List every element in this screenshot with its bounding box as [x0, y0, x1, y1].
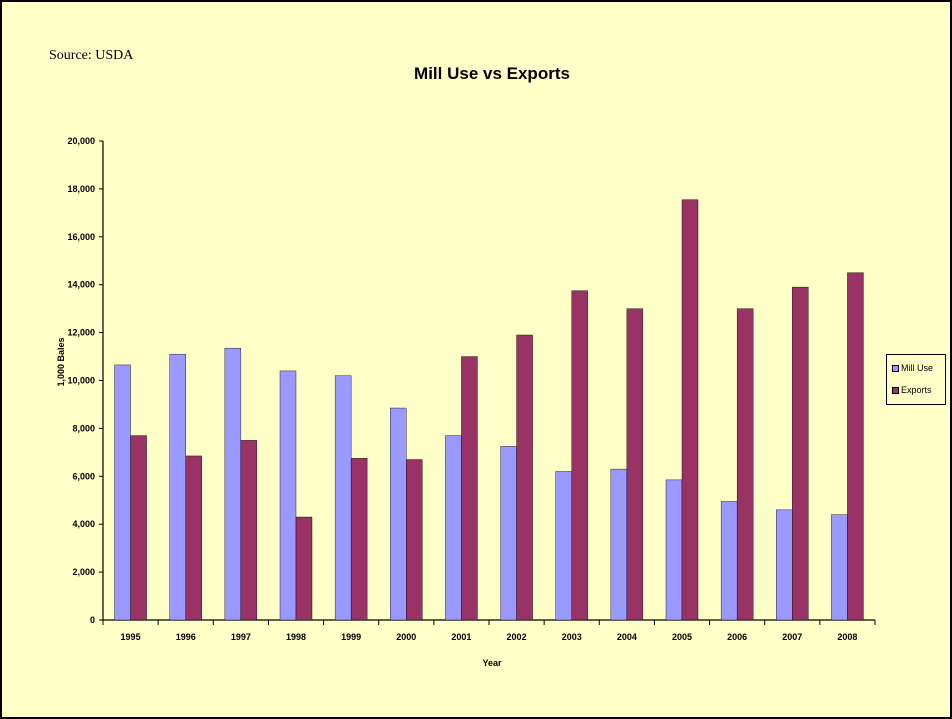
- x-tick-label: 2000: [396, 632, 416, 642]
- x-tick-label: 2006: [727, 632, 747, 642]
- x-axis-title: Year: [482, 658, 502, 668]
- bar-exports-2008: [847, 272, 864, 621]
- bar-exports-2000: [406, 459, 423, 621]
- bars: [114, 199, 864, 621]
- y-tick-label: 14,000: [67, 280, 95, 290]
- bar-mill-use-2004: [610, 468, 628, 621]
- x-tick-label: 2007: [782, 632, 802, 642]
- legend: Mill Use Exports: [886, 354, 946, 405]
- source-note: Source: USDA: [49, 48, 134, 63]
- bar-mill-use-1997: [224, 347, 242, 621]
- bar-exports-2006: [736, 308, 754, 621]
- x-tick-label: 1996: [176, 632, 196, 642]
- y-tick-label: 4,000: [72, 519, 95, 529]
- bar-exports-2003: [571, 290, 588, 621]
- y-tick-label: 2,000: [72, 567, 95, 577]
- y-tick-label: 0: [90, 615, 95, 625]
- x-axis: 1995 1996 1997 1998 1999 2000 2001 2002 2003 2004…: [102, 619, 876, 642]
- bar-mill-use-2002: [500, 446, 517, 621]
- bar-exports-1996: [185, 455, 202, 621]
- bar-mill-use-1998: [279, 370, 297, 621]
- y-tick-label: 12,000: [67, 328, 95, 338]
- legend-swatch-exports: [892, 386, 899, 394]
- legend-swatch-mill-use: [892, 364, 899, 372]
- bar-exports-1999: [350, 458, 368, 621]
- x-tick-label: 1995: [121, 632, 141, 642]
- x-tick-label: 2003: [562, 632, 582, 642]
- bar-exports-1997: [240, 440, 258, 621]
- x-tick-label: 2001: [451, 632, 471, 642]
- y-tick-label: 8,000: [72, 423, 95, 433]
- bar-exports-1995: [130, 435, 147, 621]
- y-tick-label: 10,000: [67, 376, 95, 386]
- legend-label-mill-use: Mill Use: [901, 363, 934, 373]
- bar-mill-use-1999: [334, 375, 352, 621]
- y-tick-label: 16,000: [67, 232, 95, 242]
- x-tick-label: 1997: [231, 632, 251, 642]
- bar-mill-use-1995: [114, 364, 131, 621]
- bar-mill-use-2000: [390, 407, 407, 621]
- legend-item-exports: Exports: [892, 385, 932, 395]
- bar-exports-2007: [792, 286, 809, 621]
- bar-mill-use-2008: [831, 514, 848, 621]
- x-tick-label: 1999: [341, 632, 361, 642]
- bar-mill-use-2005: [665, 479, 683, 621]
- x-tick-label: 2002: [507, 632, 527, 642]
- legend-item-mill-use: Mill Use: [892, 363, 933, 373]
- bar-mill-use-2003: [555, 471, 572, 621]
- bar-mill-use-1996: [169, 353, 186, 621]
- bar-exports-1998: [295, 516, 313, 621]
- bar-exports-2005: [681, 199, 699, 621]
- bar-mill-use-2007: [776, 509, 793, 621]
- bar-exports-2004: [626, 308, 644, 621]
- x-tick-label: 2005: [672, 632, 692, 642]
- y-tick-label: 18,000: [67, 184, 95, 194]
- bar-exports-2001: [461, 356, 478, 621]
- x-tick-label: 2008: [837, 632, 857, 642]
- x-tick-label: 1998: [286, 632, 306, 642]
- y-axis: 0 2,000 4,000 6,000 8,000 10,000 12,000 14,000 1…: [67, 136, 104, 625]
- bar-mill-use-2006: [720, 501, 738, 621]
- y-tick-label: 20,000: [67, 136, 95, 146]
- bar-mill-use-2001: [445, 435, 462, 621]
- bar-exports-2002: [516, 334, 533, 621]
- chart-title: Mill Use vs Exports: [414, 64, 570, 83]
- x-tick-label: 2004: [617, 632, 637, 642]
- y-axis-title: 1,000 Bales: [56, 337, 66, 386]
- y-tick-label: 6,000: [72, 471, 95, 481]
- legend-label-exports: Exports: [901, 385, 932, 395]
